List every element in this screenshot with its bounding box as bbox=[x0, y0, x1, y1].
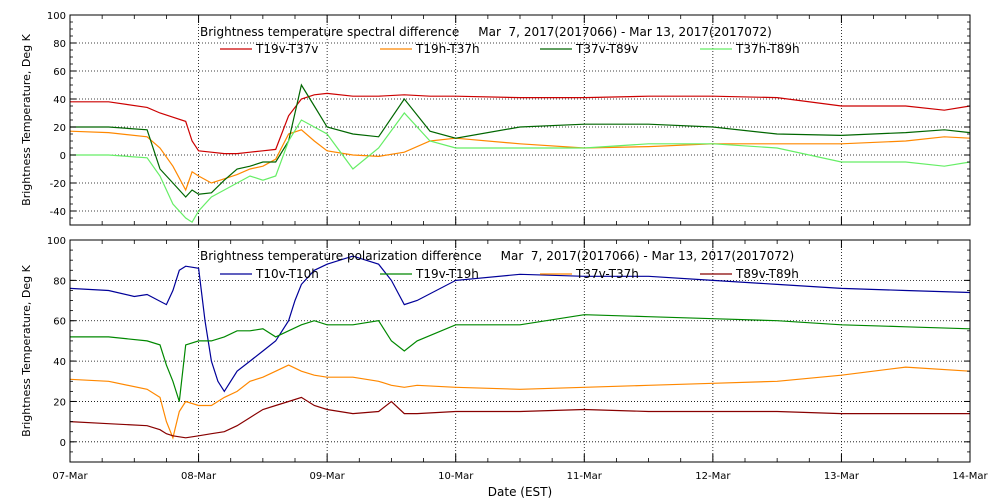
chart-title: Brightness temperature spectral differen… bbox=[200, 25, 772, 39]
y-tick-label: 60 bbox=[53, 67, 66, 78]
y-tick-label: 60 bbox=[53, 317, 66, 328]
series-line-t37v-t37h bbox=[69, 364, 971, 440]
grid bbox=[70, 15, 970, 225]
legend: T10v-T10h T19v-T19h T37v-T37h T89v-T89h bbox=[220, 267, 799, 281]
x-axis-label: Date (EST) bbox=[488, 485, 552, 499]
y-axis-label: Brightness Temperature, Deg K bbox=[20, 33, 33, 205]
y-tick-label: 80 bbox=[53, 276, 66, 287]
series-line-t19v-t37v bbox=[70, 92, 971, 155]
y-tick-label: 40 bbox=[53, 95, 66, 106]
series-line-t10v-t10h bbox=[69, 255, 971, 393]
legend-label: T89v-T89h bbox=[735, 267, 799, 281]
spectral-difference-panel: -40 -20 0 20 40 60 80 100 Brightness temperatur… bbox=[20, 11, 971, 226]
x-axis bbox=[69, 15, 971, 225]
x-tick-label: 14-Mar bbox=[952, 471, 988, 482]
series-line-t19h-t37h bbox=[69, 129, 971, 192]
legend-label: T19h-T37h bbox=[415, 42, 480, 56]
legend-label: T19v-T19h bbox=[415, 267, 479, 281]
x-tick-label: 10-Mar bbox=[438, 471, 474, 482]
x-tick-label: 08-Mar bbox=[181, 471, 217, 482]
legend-label: T37v-T89v bbox=[575, 42, 638, 56]
x-axis: 07-Mar 08-Mar 09-Mar 10-Mar 11-Mar 12-Mar 13-M… bbox=[52, 240, 988, 482]
legend: T19v-T37v T19h-T37h T37v-T89v T37h-T89h bbox=[220, 42, 800, 56]
y-tick-label: 100 bbox=[47, 11, 66, 22]
legend-label: T37h-T89h bbox=[735, 42, 800, 56]
series-line-t89v-t89h bbox=[69, 396, 970, 439]
chart-title: Brightness temperature polarization diff… bbox=[200, 249, 794, 263]
series-layer bbox=[69, 83, 971, 224]
y-tick-label: -40 bbox=[50, 207, 66, 218]
series-line-t19v-t19h bbox=[70, 314, 971, 402]
y-axis: 0 20 40 60 80 100 bbox=[47, 236, 970, 453]
legend-label: T10v-T10h bbox=[255, 267, 319, 281]
grid bbox=[70, 240, 970, 462]
series-line-t37v-t89v bbox=[70, 83, 971, 198]
x-tick-label: 11-Mar bbox=[567, 471, 603, 482]
polarization-difference-panel: 0 20 40 60 80 100 07-Mar 08-Mar 09-Mar 10-Mar 11-… bbox=[20, 236, 988, 499]
y-tick-label: 20 bbox=[53, 397, 66, 408]
y-tick-label: 0 bbox=[60, 438, 66, 449]
x-tick-label: 13-Mar bbox=[824, 471, 860, 482]
y-axis-label: Brightness Temperature, Deg K bbox=[20, 264, 33, 436]
y-tick-label: 100 bbox=[47, 236, 66, 247]
x-tick-label: 09-Mar bbox=[310, 471, 346, 482]
series-layer bbox=[69, 255, 971, 440]
legend-label: T37v-T37h bbox=[575, 267, 639, 281]
plot-frame bbox=[69, 239, 971, 463]
y-axis: -40 -20 0 20 40 60 80 100 bbox=[47, 11, 970, 219]
y-tick-label: 0 bbox=[60, 151, 66, 162]
y-tick-label: 80 bbox=[53, 39, 66, 50]
x-tick-label: 12-Mar bbox=[695, 471, 731, 482]
y-tick-label: 40 bbox=[53, 357, 66, 368]
x-tick-label: 07-Mar bbox=[52, 471, 88, 482]
y-tick-label: 20 bbox=[53, 123, 66, 134]
legend-label: T19v-T37v bbox=[255, 42, 318, 56]
y-tick-label: -20 bbox=[50, 179, 66, 190]
series-line-t37h-t89h bbox=[70, 112, 971, 224]
